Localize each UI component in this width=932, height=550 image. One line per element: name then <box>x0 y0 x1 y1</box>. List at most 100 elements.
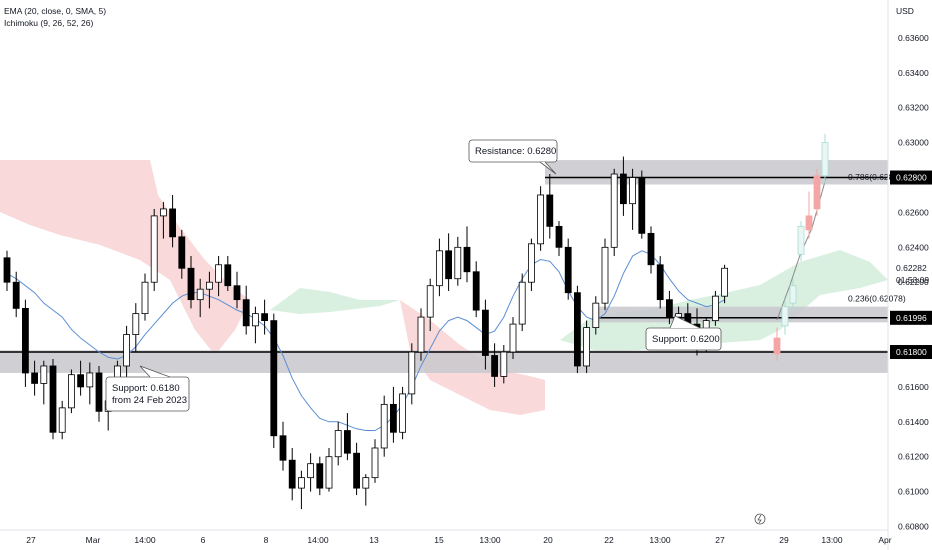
candle[interactable] <box>583 320 590 373</box>
candle[interactable] <box>472 261 480 318</box>
candle[interactable] <box>528 238 535 291</box>
candle[interactable] <box>261 299 269 335</box>
candle[interactable] <box>141 273 149 321</box>
candle[interactable] <box>123 325 130 379</box>
support-0.62-callout[interactable]: Support: 0.6200 <box>645 315 722 351</box>
candle[interactable] <box>58 400 66 440</box>
candles[interactable] <box>3 156 728 510</box>
candle[interactable] <box>389 386 397 443</box>
projection-candle <box>773 327 781 361</box>
candle[interactable] <box>288 447 296 501</box>
candle[interactable] <box>86 362 94 405</box>
candle[interactable] <box>555 221 563 257</box>
price-axis[interactable]: USD 0.63600 0.63400 0.63200 0.63000 0.62800 0.… <box>887 0 932 550</box>
candle[interactable] <box>242 285 250 335</box>
candle[interactable] <box>215 256 223 297</box>
candle[interactable] <box>435 238 443 297</box>
ema-indicator-label[interactable]: EMA (20, close, 0, SMA, 5) <box>4 6 107 16</box>
candle[interactable] <box>610 168 618 257</box>
time-tick-label: 22 <box>604 535 614 545</box>
time-tick-label: 20 <box>543 535 553 545</box>
candle[interactable] <box>445 233 453 291</box>
price-tick-label: 0.61000 <box>898 487 929 497</box>
candle[interactable] <box>297 470 305 510</box>
candle[interactable] <box>666 290 673 325</box>
candle[interactable] <box>31 360 39 396</box>
callout-tail <box>539 161 557 175</box>
candle[interactable] <box>343 413 351 461</box>
candle[interactable] <box>270 313 278 448</box>
candle[interactable] <box>68 369 75 414</box>
candle[interactable] <box>233 271 241 309</box>
candle[interactable] <box>132 303 140 353</box>
projection-body <box>821 142 829 177</box>
lightning-icon[interactable] <box>754 513 766 525</box>
candle[interactable] <box>426 278 434 332</box>
candle[interactable] <box>353 442 361 496</box>
candle[interactable] <box>638 170 646 239</box>
candle[interactable] <box>592 296 600 335</box>
candle[interactable] <box>721 264 728 304</box>
candle[interactable] <box>454 236 462 286</box>
candle[interactable] <box>399 386 407 440</box>
candle[interactable] <box>500 345 508 384</box>
candle[interactable] <box>224 256 232 291</box>
candle[interactable] <box>371 439 379 483</box>
candle[interactable] <box>380 395 388 457</box>
candle[interactable] <box>159 201 167 239</box>
candle[interactable] <box>187 256 195 309</box>
candle[interactable] <box>537 186 544 251</box>
time-axis[interactable]: 27 Mar 14:00 6 8 14:00 13 15 13:00 20 22 13:00 27 29 1… <box>0 513 892 545</box>
candle[interactable] <box>656 256 664 309</box>
resistance-callout[interactable]: Resistance: 0.6280 <box>468 139 558 175</box>
candle[interactable] <box>95 365 103 422</box>
candle[interactable] <box>307 453 315 492</box>
price-tick-label: 0.62400 <box>898 242 929 252</box>
candle[interactable] <box>334 421 342 466</box>
candle[interactable] <box>49 358 57 440</box>
candle[interactable] <box>205 271 213 309</box>
candle[interactable] <box>12 271 20 318</box>
candle[interactable] <box>325 447 333 492</box>
candle[interactable] <box>518 273 526 332</box>
candle[interactable] <box>463 226 471 283</box>
candle[interactable] <box>417 308 425 361</box>
candle[interactable] <box>574 285 581 373</box>
candle[interactable] <box>279 421 287 471</box>
candle[interactable] <box>77 360 84 396</box>
projection-candle <box>805 191 813 239</box>
ichimoku-indicator-label[interactable]: Ichimoku (9, 26, 52, 26) <box>4 18 94 28</box>
candle[interactable] <box>712 290 719 326</box>
candle[interactable] <box>491 343 499 387</box>
candle[interactable] <box>178 229 186 279</box>
candle[interactable] <box>546 174 554 239</box>
candle[interactable] <box>21 299 29 387</box>
candle[interactable] <box>564 238 572 300</box>
callouts[interactable]: 0.786(0.62810) 0.236(0.62078) Resistance: … <box>105 139 906 412</box>
price-tick-label: 0.63600 <box>898 33 929 43</box>
candle[interactable] <box>3 250 11 291</box>
candle[interactable] <box>601 238 609 311</box>
candle[interactable] <box>629 168 636 230</box>
candle[interactable] <box>169 194 177 248</box>
projection-candle <box>781 299 789 335</box>
candle[interactable] <box>509 317 517 359</box>
candle[interactable] <box>362 474 370 506</box>
projection-candle <box>821 133 829 185</box>
candle[interactable] <box>251 306 259 344</box>
candle[interactable] <box>40 360 48 405</box>
candle-body-up <box>380 403 388 449</box>
projection-body <box>789 285 797 304</box>
candle[interactable] <box>481 299 489 370</box>
candle[interactable] <box>150 208 158 291</box>
fib-label: 0.236(0.62078) <box>848 294 906 304</box>
price-label: 0.61800 <box>896 347 927 357</box>
candle[interactable] <box>408 343 416 405</box>
candle[interactable] <box>316 456 324 496</box>
price-tick-label: 0.61200 <box>898 452 929 462</box>
candle[interactable] <box>196 278 204 318</box>
candle[interactable] <box>620 156 627 216</box>
candle[interactable] <box>647 226 655 274</box>
